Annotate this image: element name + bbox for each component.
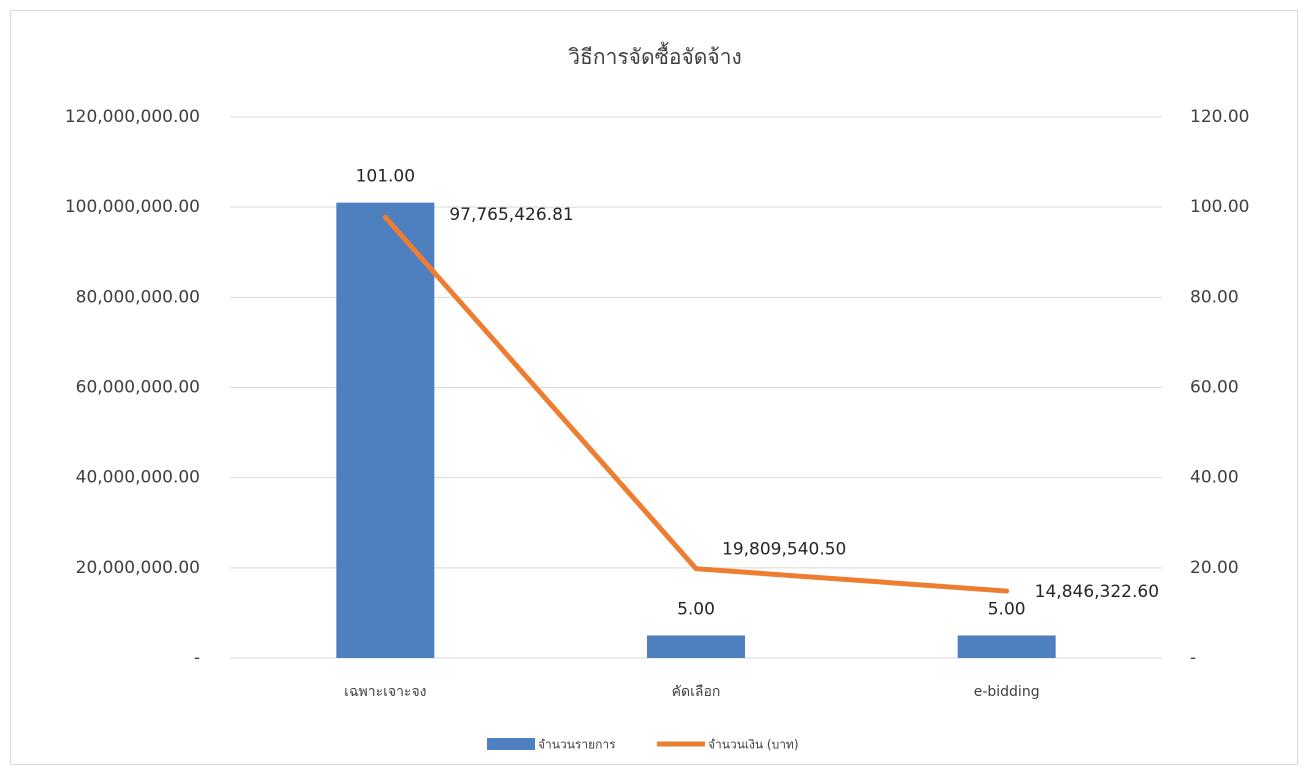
y2-tick-label: 100.00 [1190, 197, 1249, 217]
data-label: 5.00 [988, 599, 1026, 619]
data-label: 101.00 [356, 167, 415, 187]
data-label: 14,846,322.60 [1035, 582, 1159, 602]
data-label: 97,765,426.81 [449, 205, 573, 225]
y2-tick-label: - [1190, 648, 1196, 668]
y-tick-label: 40,000,000.00 [76, 468, 200, 488]
legend-label: จำนวนเงิน (บาท) [708, 738, 799, 752]
bar [957, 635, 1056, 658]
y-tick-label: - [194, 648, 200, 668]
data-label: 19,809,540.50 [722, 540, 846, 560]
legend-swatch [487, 738, 535, 750]
y-tick-label: 80,000,000.00 [76, 287, 200, 307]
y-tick-label: 100,000,000.00 [65, 197, 200, 217]
y2-tick-label: 40.00 [1190, 468, 1239, 488]
y2-tick-label: 120.00 [1190, 107, 1249, 127]
y-tick-label: 60,000,000.00 [76, 378, 200, 398]
chart-title: วิธีการจัดซื้อจัดจ้าง [568, 42, 742, 69]
x-tick-label: เฉพาะเจาะจง [344, 684, 426, 700]
y-tick-label: 20,000,000.00 [76, 558, 200, 578]
y-tick-label: 120,000,000.00 [65, 107, 200, 127]
x-tick-label: คัดเลือก [672, 684, 721, 700]
x-tick-label: e-bidding [974, 684, 1040, 700]
y2-tick-label: 20.00 [1190, 558, 1239, 578]
bar [336, 202, 435, 659]
line [382, 214, 1010, 594]
legend-label: จำนวนรายการ [538, 738, 616, 752]
bar [647, 635, 745, 658]
y2-tick-label: 80.00 [1190, 287, 1239, 307]
data-label: 5.00 [677, 599, 715, 619]
y2-tick-label: 60.00 [1190, 378, 1239, 398]
